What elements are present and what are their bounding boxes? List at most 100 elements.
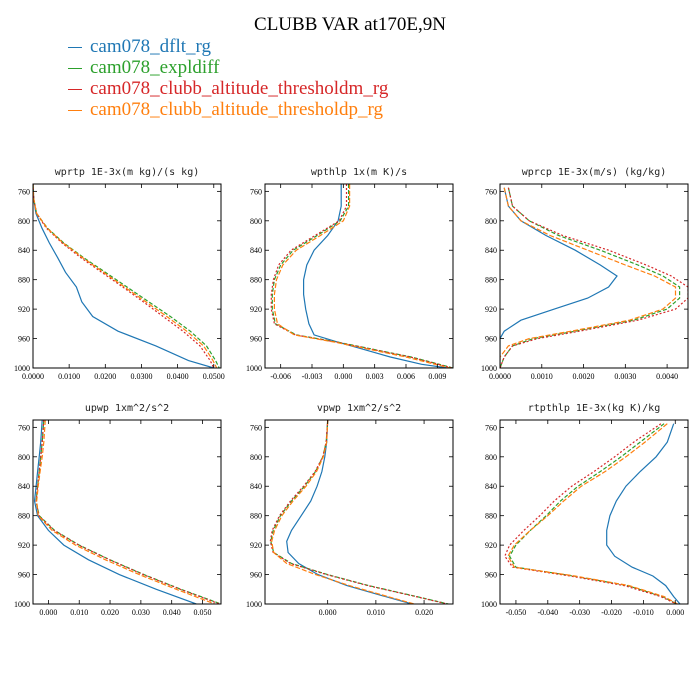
- panel-wprcp: wprcp 1E-3x(m/s) (kg/kg) 760 800 840 880 920 9…: [481, 167, 689, 381]
- y-tick-label: 840: [250, 482, 262, 491]
- x-tick-label: -0.040: [537, 608, 558, 617]
- y-tick-label: 800: [18, 217, 30, 226]
- y-tick-label: 920: [485, 541, 497, 550]
- y-tick-label: 800: [250, 217, 262, 226]
- x-tick-label: 0.0020: [573, 372, 595, 381]
- panel-wprtp: wprtp 1E-3x(m kg)/(s kg) 760 800 840 880 920 9…: [14, 167, 225, 381]
- x-tick-label: 0.009: [428, 372, 446, 381]
- legend-item-dflt: cam078_dflt_rg: [68, 36, 388, 57]
- y-tick-label: 880: [18, 276, 30, 285]
- x-tick-label: 0.0500: [203, 372, 225, 381]
- series-line-1: [500, 187, 618, 368]
- series-line-4: [33, 184, 218, 368]
- y-tick-label: 760: [18, 187, 30, 196]
- x-tick-label: -0.020: [601, 608, 622, 617]
- series-line-3: [500, 187, 688, 368]
- series-line-4: [500, 187, 677, 368]
- plot-frame: [499, 419, 689, 605]
- y-tick-label: 880: [250, 512, 262, 521]
- series-line-2: [271, 184, 453, 368]
- y-tick-label: 1000: [481, 600, 497, 609]
- plot-frame: [499, 183, 689, 369]
- series-line-3: [33, 184, 215, 368]
- y-tick-label: 840: [485, 482, 497, 491]
- y-tick-label: 840: [18, 246, 30, 255]
- x-tick-label: -0.030: [569, 608, 590, 617]
- x-tick-label: 0.000: [319, 608, 337, 617]
- x-tick-label: 0.020: [415, 608, 433, 617]
- panel-title: wprcp 1E-3x(m/s) (kg/kg): [522, 167, 667, 178]
- x-tick-label: 0.0000: [22, 372, 44, 381]
- y-tick-label: 880: [485, 276, 497, 285]
- y-tick-label: 920: [18, 305, 30, 314]
- plot-frame: [264, 419, 454, 605]
- y-tick-label: 880: [18, 512, 30, 521]
- y-tick-label: 840: [18, 482, 30, 491]
- y-tick-label: 960: [485, 335, 497, 344]
- legend-label: cam078_clubb_altitude_thresholdp_rg: [90, 99, 384, 120]
- plot-frame: [32, 183, 222, 369]
- x-tick-label: -0.050: [506, 608, 527, 617]
- x-tick-label: -0.006: [270, 372, 291, 381]
- x-tick-label: 0.000: [39, 608, 57, 617]
- legend: cam078_dflt_rg cam078_expldiff cam078_cl…: [68, 36, 388, 120]
- panel-vpwp: vpwp 1xm^2/s^2 760 800 840 880 920 960 1000 0.00…: [246, 403, 454, 617]
- legend-swatch: [68, 109, 82, 111]
- y-tick-label: 800: [485, 453, 497, 462]
- y-tick-label: 800: [485, 217, 497, 226]
- y-tick-label: 760: [485, 423, 497, 432]
- x-tick-label: 0.000: [666, 608, 684, 617]
- y-tick-label: 960: [18, 571, 30, 580]
- x-tick-label: 0.000: [334, 372, 352, 381]
- panel-rtpthlp: rtpthlp 1E-3x(kg K)/kg 760 800 840 880 920 960…: [481, 403, 689, 617]
- x-tick-label: 0.0100: [58, 372, 80, 381]
- series-line-2: [33, 184, 220, 368]
- y-tick-label: 1000: [246, 600, 262, 609]
- legend-item-thresholdm: cam078_clubb_altitude_thresholdm_rg: [68, 78, 388, 99]
- series-line-3: [270, 184, 453, 368]
- y-tick-label: 840: [250, 246, 262, 255]
- legend-item-expldiff: cam078_expldiff: [68, 57, 388, 78]
- legend-swatch: [68, 88, 82, 90]
- y-tick-label: 800: [250, 453, 262, 462]
- panel-title: wpthlp 1x(m K)/s: [311, 167, 407, 178]
- y-tick-label: 1000: [481, 364, 497, 373]
- series-line-1: [606, 423, 681, 604]
- y-tick-label: 760: [485, 187, 497, 196]
- x-tick-label: 0.0040: [656, 372, 678, 381]
- series-line-1: [33, 184, 214, 368]
- x-tick-label: 0.0300: [130, 372, 152, 381]
- x-tick-label: 0.0030: [614, 372, 636, 381]
- series-line-4: [507, 423, 678, 604]
- y-tick-label: 760: [250, 187, 262, 196]
- series-line-4: [271, 420, 415, 604]
- y-tick-label: 760: [18, 423, 30, 432]
- y-tick-label: 1000: [14, 600, 30, 609]
- y-tick-label: 880: [485, 512, 497, 521]
- legend-label: cam078_dflt_rg: [90, 36, 212, 57]
- x-tick-label: 0.006: [397, 372, 415, 381]
- y-tick-label: 960: [18, 335, 30, 344]
- x-tick-label: 0.010: [70, 608, 88, 617]
- y-tick-label: 880: [250, 276, 262, 285]
- legend-label: cam078_clubb_altitude_thresholdm_rg: [90, 78, 389, 99]
- y-tick-label: 920: [18, 541, 30, 550]
- panel-upwp: upwp 1xm^2/s^2 760 800 840 880 920 960 1000 0.00…: [14, 403, 222, 617]
- y-tick-label: 920: [485, 305, 497, 314]
- plot-frame: [264, 183, 454, 369]
- series-line-3: [269, 420, 448, 604]
- figure-title: CLUBB VAR at170E,9N: [254, 14, 446, 35]
- y-tick-label: 800: [18, 453, 30, 462]
- panel-title: upwp 1xm^2/s^2: [85, 403, 169, 414]
- x-tick-label: -0.010: [633, 608, 654, 617]
- series-line-2: [270, 420, 449, 604]
- legend-label: cam078_expldiff: [90, 57, 220, 78]
- y-tick-label: 1000: [246, 364, 262, 373]
- x-tick-label: 0.050: [194, 608, 212, 617]
- y-tick-label: 960: [485, 571, 497, 580]
- x-tick-label: 0.0010: [531, 372, 553, 381]
- x-tick-label: 0.003: [366, 372, 384, 381]
- series-line-1: [33, 420, 197, 604]
- series-line-3: [504, 423, 677, 604]
